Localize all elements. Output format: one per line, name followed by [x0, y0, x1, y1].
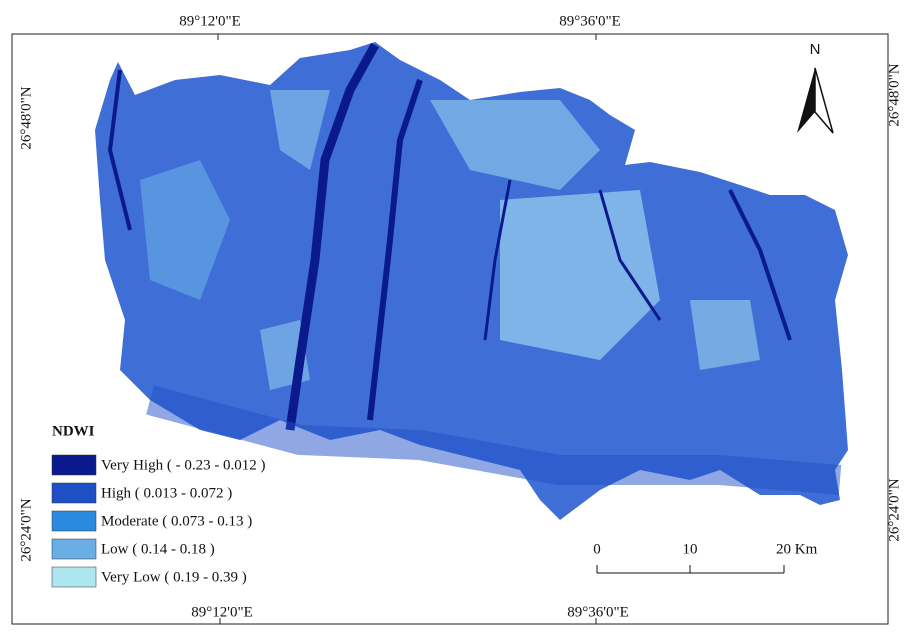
map-patch [690, 300, 760, 370]
legend-label: Low ( 0.14 - 0.18 ) [101, 541, 215, 557]
scale-label: 0 [593, 541, 601, 557]
scale-bar [597, 565, 784, 573]
coord-label: 89°12'0"E [191, 604, 253, 620]
scale-label: 20 Km [776, 541, 818, 557]
coord-label: 26°24'0"N [886, 478, 902, 541]
north-arrow [797, 68, 833, 133]
legend-swatch [52, 567, 96, 587]
legend-label: High ( 0.013 - 0.072 ) [101, 485, 232, 501]
north-arrow-left [797, 68, 815, 133]
coord-label: 89°36'0"E [567, 604, 629, 620]
north-arrow-right [815, 68, 833, 133]
legend-label: Very High ( - 0.23 - 0.012 ) [101, 457, 266, 473]
coord-label: 89°12'0"E [179, 13, 241, 29]
coord-label: 26°48'0"N [18, 86, 34, 149]
legend-swatch [52, 539, 96, 559]
legend-label: Moderate ( 0.073 - 0.13 ) [101, 513, 252, 529]
coord-label: 26°24'0"N [18, 498, 34, 561]
coord-label: 89°36'0"E [559, 13, 621, 29]
scale-label: 10 [683, 541, 698, 557]
legend-swatch [52, 483, 96, 503]
study-area [95, 42, 848, 520]
coord-label: 26°48'0"N [886, 63, 902, 126]
legend-swatch [52, 511, 96, 531]
north-label: N [810, 41, 821, 58]
map-figure: 89°12'0"E 89°36'0"E 89°12'0"E 89°36'0"E 26°4… [0, 0, 909, 632]
legend-swatch [52, 455, 96, 475]
legend-label: Very Low ( 0.19 - 0.39 ) [101, 569, 247, 585]
legend-title: NDWI [52, 423, 95, 439]
